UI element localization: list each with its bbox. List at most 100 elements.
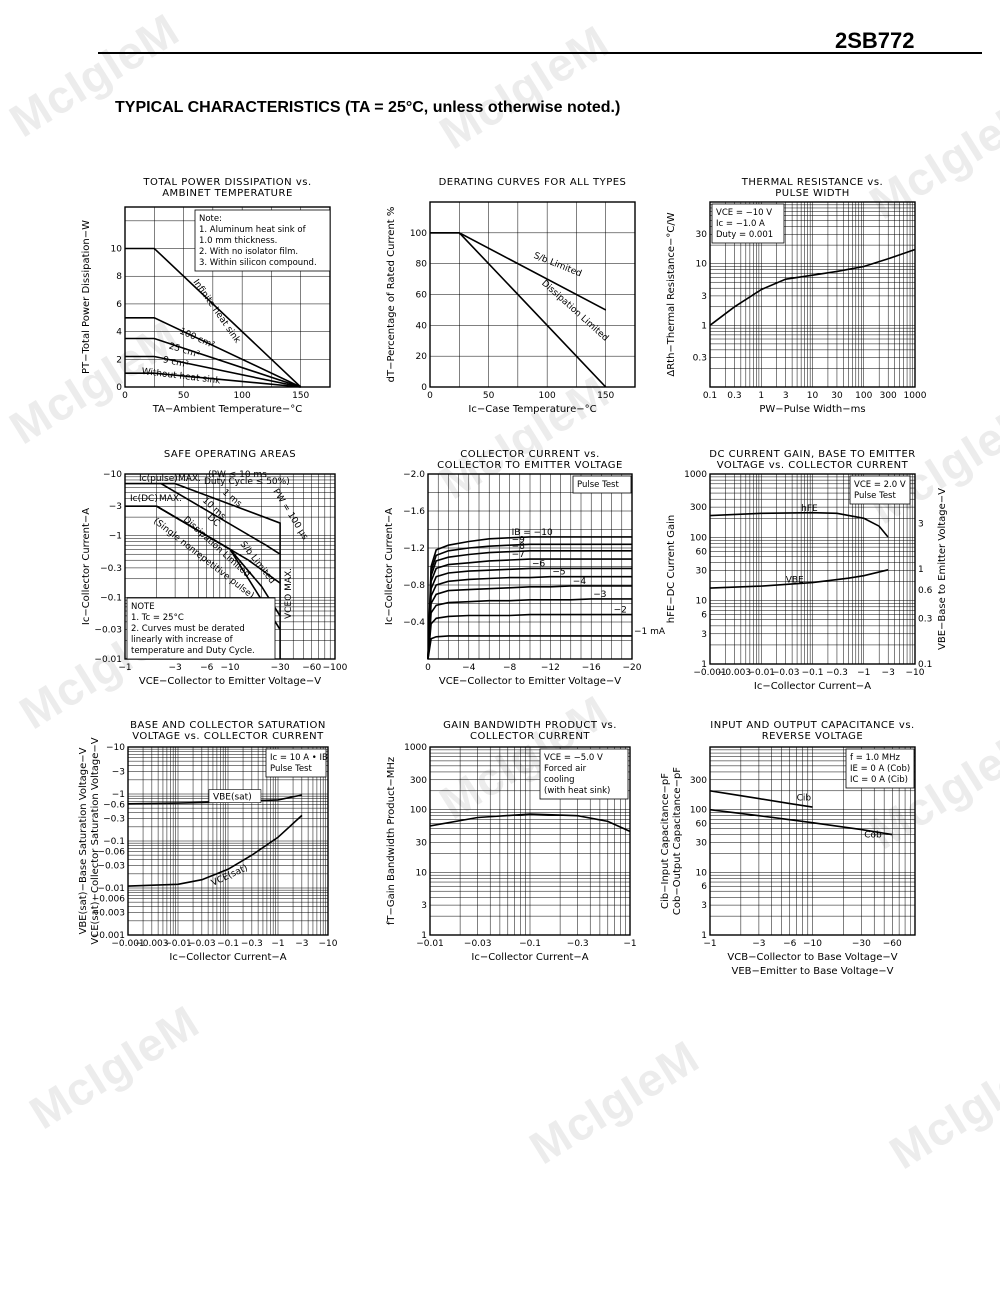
y-tick-label: 300 [690,776,707,786]
chart-svg: SAFE OPERATING AREAS −1 −3 −6 −10 −30 −60 −100 −… [81,449,348,687]
y-tick-label: −10 [103,470,122,480]
series-label: Dissipation Limited [539,279,610,344]
note-text: cooling [544,775,575,785]
watermark: McIgIeM [880,1035,1000,1179]
series-label: hFE [801,504,818,514]
note-text: IC = 0 A (Cib) [850,775,908,785]
x-tick-label: 100 [539,391,556,401]
x-tick-label: −0.001 [693,668,726,678]
y2-tick-label: 0.3 [918,615,932,625]
x-tick-label: −0.3 [241,939,263,949]
annotation: MAX. [159,494,182,504]
series-label: VBE(sat) [213,793,252,803]
x-axis-label: PW−Pulse Width−ms [759,404,865,415]
x-tick-label: 300 [880,391,897,401]
y-axis-label: VCE(sat)−Collector Saturation Voltage−V [90,737,101,944]
y-tick-label: −0.003 [92,909,125,919]
chart-title: SAFE OPERATING AREAS [164,449,296,460]
y-axis-label: Ic−Collector Current−A [384,508,395,625]
y-tick-label: 1 [421,931,427,941]
x-tick-label: −0.01 [164,939,192,949]
x-tick-label: −1 [271,939,284,949]
y-tick-label: 60 [696,547,708,557]
plot-frame [427,473,633,660]
note-text: VCE = −10 V [716,208,772,218]
y2-tick-label: 0.1 [918,660,932,670]
note-text: Forced air [544,764,587,774]
note-text: Pulse Test [854,491,896,501]
x-tick-label: −6 [783,939,797,949]
y-tick-label: 300 [690,503,707,513]
y-tick-label: 10 [416,868,428,878]
y-tick-label: 1 [701,321,707,331]
x-tick-label: −3 [752,939,765,949]
y-tick-label: 100 [410,229,427,239]
y-tick-label: 0 [421,383,427,393]
x-tick-label: −60 [883,939,902,949]
series-label: −7 [512,550,525,560]
plot-frame [709,746,916,936]
note-text: Ic = −1.0 A [716,219,765,229]
x-tick-label: 100 [855,391,872,401]
y-tick-label: 1000 [404,743,427,753]
note-box [711,203,785,244]
plot-frame [709,201,916,388]
y-tick-label: −0.006 [92,894,126,904]
y-axis-label: PT−Total Power Dissipation−W [81,220,92,374]
x-tick-label: −1 [623,939,636,949]
y-tick-label: −0.06 [97,847,125,857]
x-tick-label: −20 [623,663,642,673]
x-tick-label: −60 [302,663,321,673]
series-line [427,613,632,660]
series-line [427,543,632,660]
y-tick-label: −1.6 [403,507,425,517]
x-tick-label: 150 [292,391,309,401]
x-tick-label: 0 [122,391,128,401]
x-axis-label: Ic−Collector Current−A [169,952,286,963]
note-text: 1. Aluminum heat sink of [199,225,307,235]
x-tick-label: 30 [831,391,843,401]
note-text: Ic = 10 A • IB [270,753,328,763]
x-tick-label: −8 [503,663,517,673]
y-tick-label: −0.3 [103,815,125,825]
x-tick-label: −4 [462,663,476,673]
x-tick-label: −0.01 [416,939,444,949]
x-tick-label: −16 [582,663,601,673]
y-tick-label: 3 [701,901,707,911]
chart-title: INPUT AND OUTPUT CAPACITANCE vs. [710,720,914,731]
x-tick-label: −0.001 [111,939,144,949]
series-label: Cob [864,830,882,840]
annotation: Duty Cycle ≤ 50%) [204,477,290,487]
note-text: f = 1.0 MHz [850,753,900,763]
watermark: McIgIeM [520,1030,708,1174]
note-box [849,475,911,505]
y-axis-label: VBE(sat)−Base Saturation Voltage−V [78,747,89,934]
x-tick-label: 50 [483,391,495,401]
note-text: (with heat sink) [544,786,610,796]
chart-title: PULSE WIDTH [775,188,849,199]
y2-tick-label: 1 [918,565,924,575]
series-label: IB = −10 [512,528,553,538]
chart-svg: COLLECTOR CURRENT vs.COLLECTOR TO EMITTE… [384,449,666,687]
series-label: −5 [552,568,565,578]
y-tick-label: 1 [701,931,707,941]
watermark: McIgIeM [430,15,618,159]
series-label: 9 cm² [162,355,190,370]
y-tick-label: −1.2 [403,544,425,554]
series-line [427,598,632,660]
note-text: linearly with increase of [131,635,234,645]
y2-tick-label: 0.6 [918,586,933,596]
series-label: −3 [593,590,606,600]
y-tick-label: 30 [696,566,708,576]
y-tick-label: −1 [109,532,122,542]
series-label: −6 [532,559,546,569]
series-line [709,808,893,836]
y-tick-label: −3 [109,502,122,512]
series-line [174,482,281,659]
x-tick-label: 0.1 [703,391,717,401]
y-tick-label: 4 [116,328,122,338]
y-tick-label: 100 [690,533,707,543]
x-tick-label: 150 [597,391,614,401]
y-tick-label: 6 [116,300,122,310]
plot-frame [709,473,916,665]
